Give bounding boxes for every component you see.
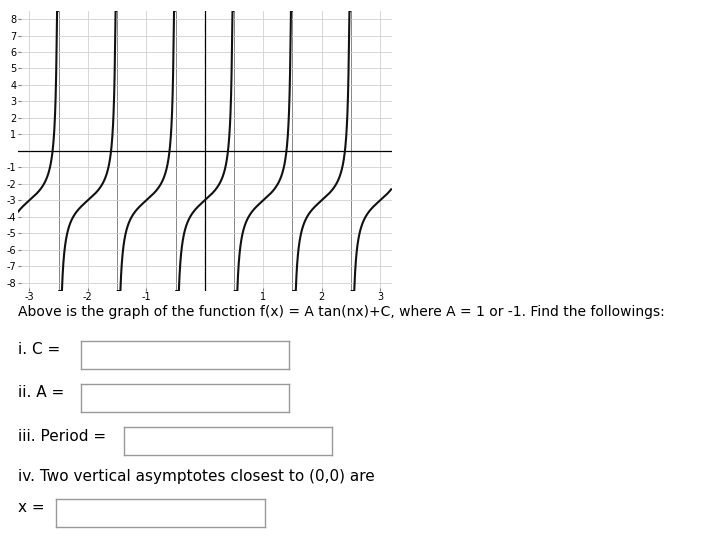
Text: iii. Period =: iii. Period = xyxy=(18,429,106,444)
Text: ii. A =: ii. A = xyxy=(18,385,64,400)
Text: i. C =: i. C = xyxy=(18,342,60,357)
Text: iv. Two vertical asymptotes closest to (0,0) are: iv. Two vertical asymptotes closest to (… xyxy=(18,469,374,484)
Text: Above is the graph of the function f(x) = A tan(nx)+C, where A = 1 or -1. Find t: Above is the graph of the function f(x) … xyxy=(18,305,664,319)
Text: x =: x = xyxy=(18,500,44,515)
